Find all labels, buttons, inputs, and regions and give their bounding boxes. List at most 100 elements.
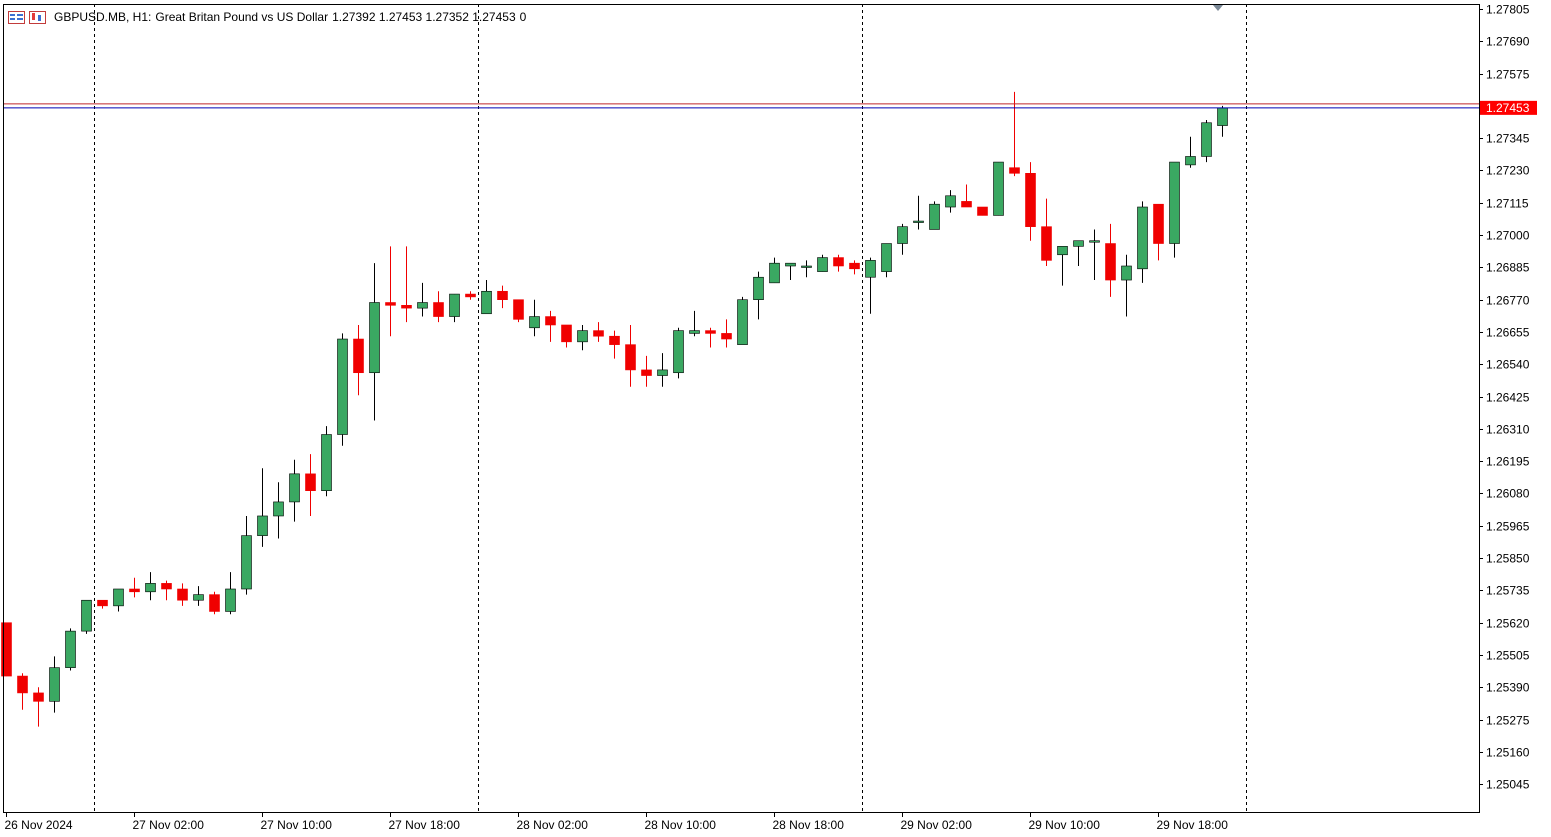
- candle-body[interactable]: [49, 667, 60, 702]
- candle-body[interactable]: [1217, 107, 1228, 126]
- candle-body[interactable]: [785, 262, 796, 267]
- candle-body[interactable]: [273, 501, 284, 517]
- candle-body[interactable]: [241, 535, 252, 590]
- candle-body[interactable]: [1057, 246, 1068, 256]
- candle-body[interactable]: [945, 195, 956, 208]
- candle-body[interactable]: [577, 330, 588, 343]
- candle-body[interactable]: [1041, 226, 1052, 261]
- candle-body[interactable]: [593, 330, 604, 337]
- candle-body[interactable]: [641, 369, 652, 376]
- candle-body[interactable]: [17, 675, 28, 694]
- chart-header: GBPUSD.MB, H1: Great Britan Pound vs US …: [8, 8, 526, 26]
- y-tick-label: 1.26195: [1486, 455, 1530, 469]
- candle-body[interactable]: [657, 369, 668, 376]
- chart-grid-icon[interactable]: [8, 10, 25, 24]
- candle-body[interactable]: [769, 262, 780, 284]
- candle-body[interactable]: [33, 692, 44, 702]
- candle-body[interactable]: [961, 201, 972, 208]
- candle-body[interactable]: [977, 206, 988, 216]
- candle-body[interactable]: [65, 630, 76, 668]
- candle-body[interactable]: [209, 594, 220, 612]
- candle-body[interactable]: [817, 257, 828, 272]
- candle-body[interactable]: [97, 599, 108, 607]
- candle-body[interactable]: [1009, 167, 1020, 174]
- candle-body[interactable]: [337, 338, 348, 435]
- y-tick-label: 1.26080: [1486, 487, 1530, 501]
- candle-body[interactable]: [305, 473, 316, 491]
- candle-body[interactable]: [545, 316, 556, 326]
- current-price-label: 1.27453: [1486, 101, 1530, 115]
- candle-body[interactable]: [865, 260, 876, 278]
- candle-body[interactable]: [833, 257, 844, 267]
- candle-body[interactable]: [177, 588, 188, 601]
- candle-body[interactable]: [721, 333, 732, 340]
- candle-body[interactable]: [993, 161, 1004, 216]
- candle-body[interactable]: [753, 276, 764, 301]
- candle-body[interactable]: [561, 324, 572, 343]
- indicator-window-icon[interactable]: [29, 10, 46, 24]
- candle-body[interactable]: [1169, 161, 1180, 244]
- candle-body[interactable]: [737, 299, 748, 345]
- candle-body[interactable]: [433, 302, 444, 317]
- candle-body[interactable]: [113, 588, 124, 607]
- candle-body[interactable]: [913, 220, 924, 223]
- candle-body[interactable]: [225, 588, 236, 612]
- candle-body[interactable]: [689, 330, 700, 334]
- candle-body[interactable]: [161, 583, 172, 590]
- candle-body[interactable]: [705, 330, 716, 334]
- candle-body[interactable]: [1, 622, 12, 677]
- candle-body[interactable]: [929, 203, 940, 230]
- y-tick-label: 1.27000: [1486, 229, 1530, 243]
- y-tick-label: 1.27805: [1486, 3, 1530, 17]
- candle-body[interactable]: [417, 302, 428, 309]
- y-tick-label: 1.26425: [1486, 391, 1530, 405]
- symbol-description: Great Britan Pound vs US Dollar: [155, 10, 329, 24]
- candle-body[interactable]: [401, 305, 412, 309]
- candle-body[interactable]: [625, 344, 636, 371]
- candle-body[interactable]: [449, 293, 460, 317]
- candle-body[interactable]: [353, 338, 364, 374]
- x-tick-label: 28 Nov 02:00: [517, 818, 589, 832]
- y-tick-label: 1.25620: [1486, 617, 1530, 631]
- candle-body[interactable]: [1201, 122, 1212, 157]
- candle-body[interactable]: [1185, 156, 1196, 166]
- candle-body[interactable]: [289, 473, 300, 503]
- candle-body[interactable]: [465, 293, 476, 298]
- y-tick-label: 1.27230: [1486, 164, 1530, 178]
- candle-body[interactable]: [513, 299, 524, 320]
- candle-body[interactable]: [1073, 240, 1084, 247]
- candle-body[interactable]: [1121, 265, 1132, 281]
- x-tick-label: 28 Nov 18:00: [773, 818, 845, 832]
- candle-body[interactable]: [1137, 206, 1148, 270]
- candle-body[interactable]: [369, 302, 380, 374]
- symbol-label: GBPUSD.MB, H1:: [54, 10, 152, 24]
- candle-body[interactable]: [385, 302, 396, 306]
- candle-body[interactable]: [1089, 240, 1100, 243]
- y-tick-label: 1.26540: [1486, 358, 1530, 372]
- y-tick-label: 1.25505: [1486, 649, 1530, 663]
- candle-body[interactable]: [529, 316, 540, 329]
- y-tick-label: 1.27690: [1486, 35, 1530, 49]
- candle-body[interactable]: [1025, 173, 1036, 227]
- chart-shift-marker[interactable]: [1213, 5, 1223, 11]
- candle-body[interactable]: [849, 262, 860, 270]
- candle-body[interactable]: [145, 583, 156, 593]
- candle-body[interactable]: [257, 515, 268, 536]
- candle-body[interactable]: [673, 330, 684, 374]
- candle-body[interactable]: [193, 594, 204, 601]
- candle-body[interactable]: [129, 588, 140, 593]
- candle-body[interactable]: [1153, 203, 1164, 244]
- candle-body[interactable]: [881, 243, 892, 272]
- y-tick-label: 1.25850: [1486, 552, 1530, 566]
- candle-body[interactable]: [609, 335, 620, 345]
- candle-body[interactable]: [497, 290, 508, 301]
- candle-body[interactable]: [897, 226, 908, 244]
- x-tick-label: 26 Nov 2024: [5, 818, 73, 832]
- candle-body[interactable]: [801, 265, 812, 268]
- y-tick-label: 1.26310: [1486, 423, 1530, 437]
- candle-body[interactable]: [481, 290, 492, 315]
- candle-body[interactable]: [1105, 243, 1116, 281]
- candle-body[interactable]: [81, 599, 92, 632]
- candle-body[interactable]: [321, 434, 332, 491]
